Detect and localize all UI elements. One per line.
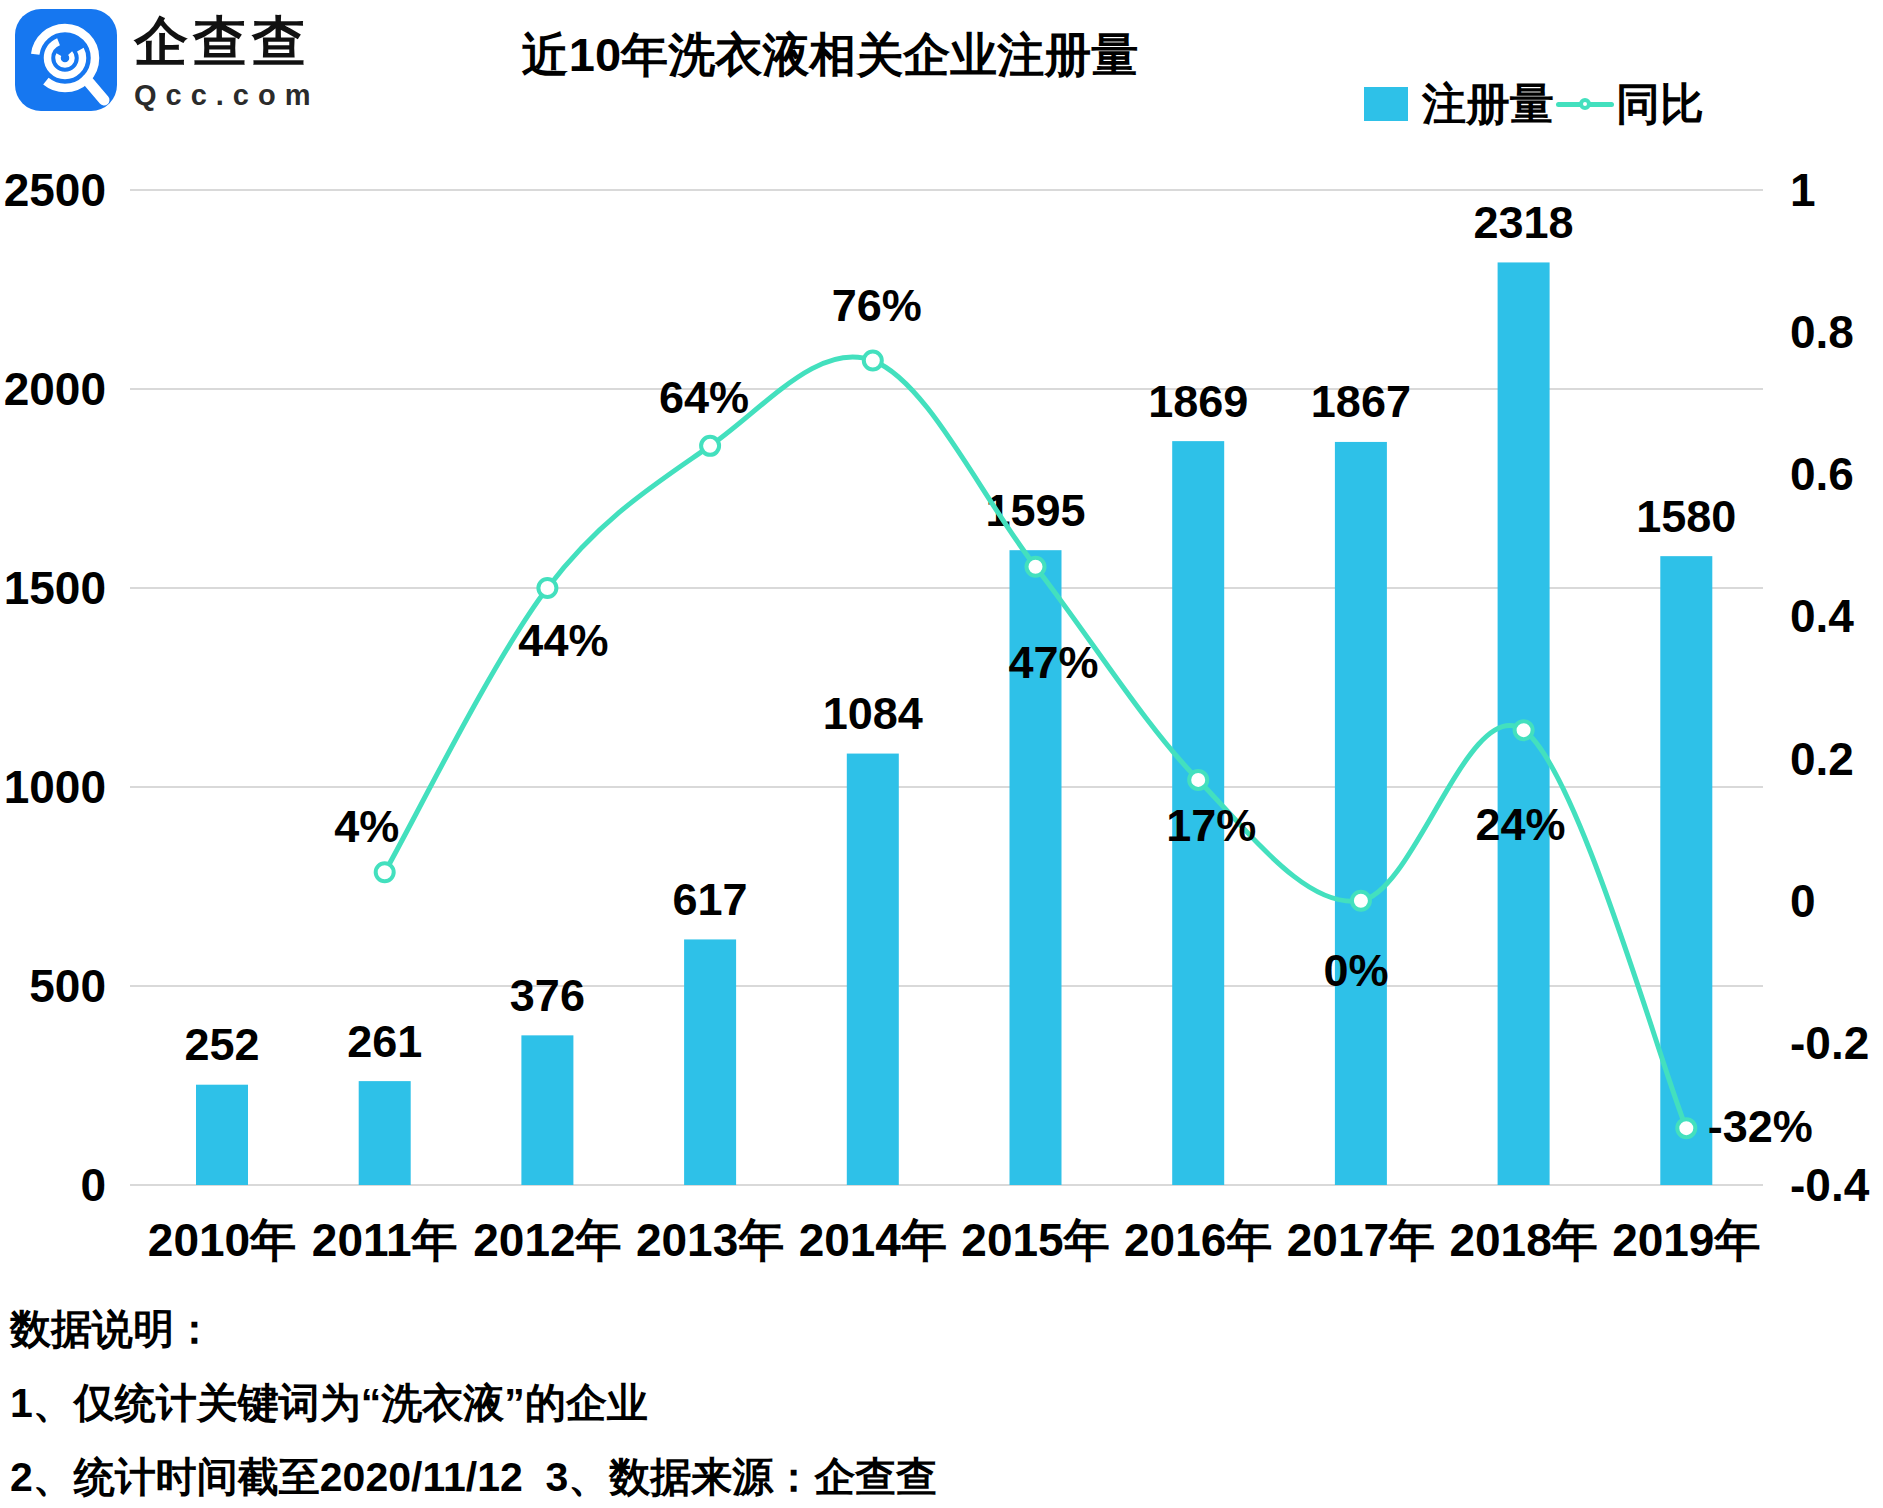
line-marker bbox=[1677, 1119, 1695, 1137]
left-axis-tick: 0 bbox=[80, 1159, 106, 1211]
bar-value-label: 261 bbox=[347, 1016, 422, 1067]
line-value-label: 76% bbox=[832, 280, 922, 331]
bar-value-label: 1580 bbox=[1636, 491, 1736, 542]
right-axis-tick: 0.2 bbox=[1790, 733, 1854, 785]
line-value-label: 0% bbox=[1323, 945, 1388, 996]
line-value-labels: 4% 44% 64% 76% 47% 17% 0% 24% -32% bbox=[334, 280, 1813, 1152]
line-value-label: 17% bbox=[1166, 800, 1256, 851]
line-marker bbox=[1352, 892, 1370, 910]
x-axis-label: 2011年 bbox=[312, 1214, 458, 1266]
line-value-label: 4% bbox=[334, 801, 399, 852]
note-line-1: 1、仅统计关键词为“洗衣液”的企业 bbox=[10, 1366, 937, 1440]
left-axis-tick: 1500 bbox=[4, 562, 106, 614]
bar-2010年 bbox=[196, 1085, 248, 1185]
bar-2013年 bbox=[684, 939, 736, 1185]
chart-canvas: 0 500 1000 1500 2000 2500 -0.4 -0.2 0 0.2 0.4 0.6 0.… bbox=[0, 0, 1883, 1280]
x-axis-label: 2016年 bbox=[1124, 1214, 1272, 1266]
x-axis-label: 2019年 bbox=[1612, 1214, 1760, 1266]
note-line-2: 2、统计时间截至2020/11/12 3、数据来源：企查查 bbox=[10, 1440, 937, 1508]
bar-value-label: 1084 bbox=[823, 688, 923, 739]
x-axis-label: 2010年 bbox=[148, 1214, 296, 1266]
right-axis-tick: 0.6 bbox=[1790, 448, 1854, 500]
data-notes: 数据说明： 1、仅统计关键词为“洗衣液”的企业 2、统计时间截至2020/11/… bbox=[10, 1292, 937, 1508]
notes-heading: 数据说明： bbox=[10, 1292, 937, 1366]
right-axis-tick: -0.4 bbox=[1790, 1159, 1870, 1211]
x-axis-label: 2018年 bbox=[1449, 1214, 1597, 1266]
line-marker bbox=[1027, 558, 1045, 576]
bar-2014年 bbox=[847, 754, 899, 1185]
bar-value-label: 252 bbox=[184, 1019, 259, 1070]
left-axis-ticks: 0 500 1000 1500 2000 2500 bbox=[4, 164, 106, 1211]
right-axis-tick: 0.4 bbox=[1790, 590, 1854, 642]
bar-2017年 bbox=[1335, 442, 1387, 1185]
right-axis-tick: 1 bbox=[1790, 164, 1816, 216]
left-axis-tick: 500 bbox=[29, 960, 106, 1012]
bar-2019年 bbox=[1660, 556, 1712, 1185]
right-axis-tick: -0.2 bbox=[1790, 1017, 1869, 1069]
line-marker bbox=[1189, 771, 1207, 789]
bar-value-label: 1595 bbox=[985, 485, 1085, 536]
left-axis-tick: 1000 bbox=[4, 761, 106, 813]
bar-series bbox=[196, 262, 1712, 1185]
line-marker bbox=[864, 352, 882, 370]
qcc-chart-page: 企查查 Qcc.com 近10年洗衣液相关企业注册量 注册量 同比 050010… bbox=[0, 0, 1883, 1508]
line-value-label: 24% bbox=[1476, 799, 1566, 850]
right-axis-tick: 0 bbox=[1790, 875, 1816, 927]
bar-2012年 bbox=[521, 1035, 573, 1185]
x-axis-label: 2013年 bbox=[636, 1214, 784, 1266]
x-axis-label: 2015年 bbox=[961, 1214, 1109, 1266]
bar-value-label: 376 bbox=[510, 970, 585, 1021]
line-marker bbox=[376, 863, 394, 881]
line-marker bbox=[701, 437, 719, 455]
right-axis-tick: 0.8 bbox=[1790, 306, 1854, 358]
x-axis-label: 2012年 bbox=[473, 1214, 621, 1266]
line-value-label: 44% bbox=[518, 615, 608, 666]
right-axis-ticks: -0.4 -0.2 0 0.2 0.4 0.6 0.8 1 bbox=[1790, 164, 1870, 1211]
x-axis-label: 2014年 bbox=[799, 1214, 947, 1266]
left-axis-tick: 2500 bbox=[4, 164, 106, 216]
line-marker bbox=[538, 579, 556, 597]
line-marker bbox=[1515, 721, 1533, 739]
x-axis-labels: 2010年 2011年 2012年 2013年 2014年 2015年 2016年 2017年… bbox=[148, 1214, 1761, 1266]
bar-value-label: 1869 bbox=[1148, 376, 1248, 427]
line-value-label: -32% bbox=[1708, 1101, 1813, 1152]
x-axis-label: 2017年 bbox=[1287, 1214, 1435, 1266]
bar-value-label: 617 bbox=[673, 874, 748, 925]
line-value-label: 47% bbox=[1008, 637, 1098, 688]
line-value-label: 64% bbox=[659, 372, 749, 423]
bar-value-label: 2318 bbox=[1474, 197, 1574, 248]
bar-value-label: 1867 bbox=[1311, 376, 1411, 427]
bar-2011年 bbox=[359, 1081, 411, 1185]
left-axis-tick: 2000 bbox=[4, 363, 106, 415]
